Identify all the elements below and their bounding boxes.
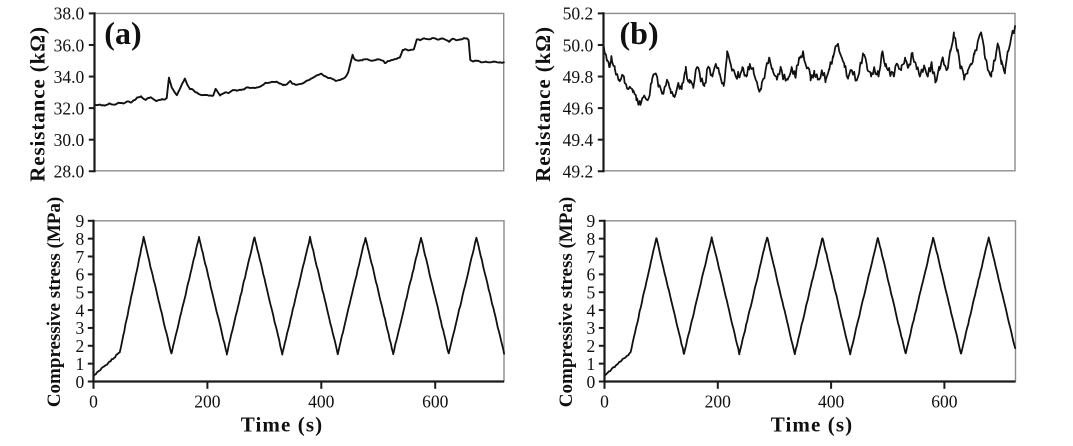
svg-text:49.4: 49.4 <box>563 130 594 150</box>
svg-text:30.0: 30.0 <box>54 130 85 150</box>
svg-text:7: 7 <box>587 247 596 267</box>
svg-text:1: 1 <box>76 354 85 374</box>
svg-text:0: 0 <box>89 391 98 411</box>
svg-text:Time (s): Time (s) <box>241 412 324 436</box>
svg-text:200: 200 <box>194 391 221 411</box>
svg-text:0: 0 <box>587 372 596 392</box>
svg-text:0: 0 <box>76 372 85 392</box>
svg-text:49.2: 49.2 <box>563 162 594 182</box>
svg-text:2: 2 <box>76 336 85 356</box>
svg-text:200: 200 <box>705 391 732 411</box>
svg-text:50.2: 50.2 <box>563 4 594 24</box>
svg-text:5: 5 <box>587 283 596 303</box>
svg-text:34.0: 34.0 <box>54 67 85 87</box>
svg-text:Compressive stress (MPa): Compressive stress (MPa) <box>556 197 577 407</box>
svg-text:4: 4 <box>587 300 596 320</box>
svg-text:3: 3 <box>76 318 85 338</box>
svg-text:9: 9 <box>587 211 596 231</box>
svg-text:400: 400 <box>308 391 335 411</box>
svg-text:2: 2 <box>587 336 596 356</box>
svg-text:28.0: 28.0 <box>54 162 85 182</box>
svg-text:4: 4 <box>76 300 85 320</box>
svg-text:3: 3 <box>587 318 596 338</box>
svg-text:1: 1 <box>587 354 596 374</box>
svg-text:600: 600 <box>422 391 449 411</box>
svg-text:Resistance (kΩ): Resistance (kΩ) <box>531 26 555 182</box>
svg-text:32.0: 32.0 <box>54 98 85 118</box>
svg-text:5: 5 <box>76 283 85 303</box>
svg-text:8: 8 <box>587 229 596 249</box>
svg-text:(b): (b) <box>620 15 659 51</box>
svg-text:8: 8 <box>76 229 85 249</box>
svg-text:6: 6 <box>587 265 596 285</box>
svg-text:Resistance (kΩ): Resistance (kΩ) <box>25 26 49 182</box>
svg-text:Time (s): Time (s) <box>771 412 854 436</box>
svg-text:6: 6 <box>76 265 85 285</box>
svg-text:400: 400 <box>818 391 845 411</box>
svg-text:49.6: 49.6 <box>563 98 594 118</box>
svg-text:9: 9 <box>76 211 85 231</box>
svg-text:(a): (a) <box>104 15 141 51</box>
svg-text:7: 7 <box>76 247 85 267</box>
svg-text:600: 600 <box>931 391 958 411</box>
svg-text:0: 0 <box>600 391 609 411</box>
svg-text:49.8: 49.8 <box>563 67 594 87</box>
svg-text:38.0: 38.0 <box>54 4 85 24</box>
svg-text:36.0: 36.0 <box>54 35 85 55</box>
svg-text:50.0: 50.0 <box>563 35 594 55</box>
svg-text:Compressive stress (MPa): Compressive stress (MPa) <box>44 197 65 407</box>
